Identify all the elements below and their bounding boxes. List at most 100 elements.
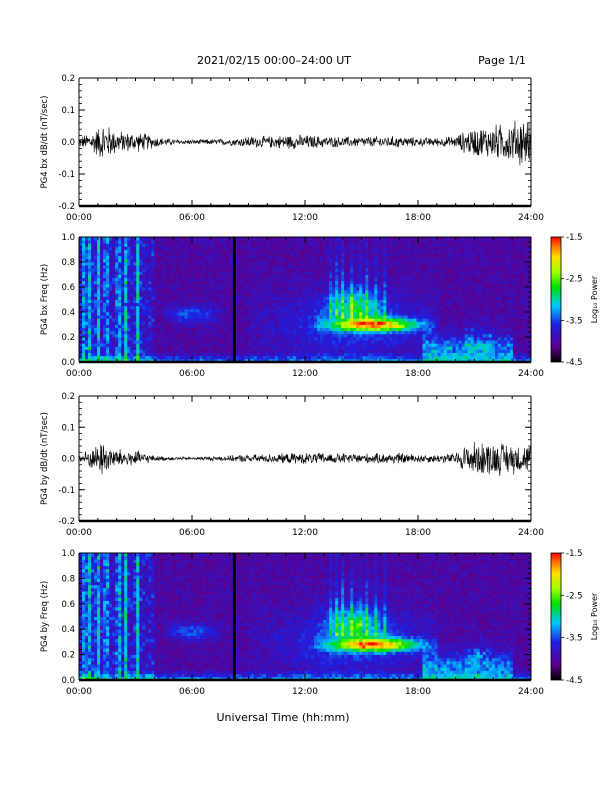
heatmap-cell [244, 346, 249, 350]
heatmap-cell [208, 265, 212, 269]
heatmap-cell [347, 274, 351, 279]
heatmap-cell [277, 268, 282, 272]
heatmap-cell [311, 283, 315, 288]
heatmap-cell [308, 293, 312, 297]
heatmap-cell [317, 318, 321, 322]
heatmap-cell [301, 337, 306, 341]
heatmap-cell [338, 327, 342, 332]
heatmap-cell [109, 249, 113, 254]
heatmap-cell [407, 287, 411, 291]
heatmap-cell [311, 324, 315, 329]
heatmap-cell [437, 312, 441, 316]
heatmap-cell [91, 287, 95, 291]
heatmap-cell [338, 237, 342, 241]
heatmap-cell [163, 324, 167, 329]
heatmap-cell [274, 296, 279, 300]
heatmap-cell [383, 346, 387, 350]
heatmap-cell [425, 249, 429, 254]
heatmap-cell [199, 333, 203, 338]
heatmap-cell [235, 318, 240, 322]
heatmap-cell [359, 312, 363, 316]
heatmap-cell [347, 258, 351, 263]
heatmap-cell [157, 249, 161, 254]
heatmap-cell [217, 249, 222, 254]
heatmap-cell [238, 318, 243, 322]
heatmap-cell [311, 243, 315, 247]
heatmap-cell [431, 305, 435, 310]
heatmap-cell [389, 333, 393, 338]
heatmap-cell [377, 243, 381, 247]
heatmap-cell [314, 324, 318, 329]
heatmap-cell [437, 296, 441, 300]
heatmap-cell [428, 274, 432, 279]
heatmap-cell [130, 352, 134, 357]
heatmap-cell [332, 333, 336, 338]
heatmap-cell [178, 262, 182, 266]
heatmap-cell [211, 330, 215, 335]
heatmap-cell [106, 324, 110, 329]
heatmap-cell [85, 305, 89, 310]
heatmap-cell [226, 327, 231, 332]
heatmap-cell [202, 318, 206, 322]
heatmap-cell [205, 296, 209, 300]
heatmap-cell [193, 296, 197, 300]
heatmap-cell [308, 337, 312, 341]
heatmap-cell [220, 255, 225, 260]
heatmap-cell [359, 343, 363, 347]
heatmap-cell [292, 271, 297, 275]
heatmap-cell [292, 249, 297, 254]
heatmap-cell [166, 312, 170, 316]
heatmap-cell [148, 321, 152, 325]
heatmap-cell [398, 290, 402, 294]
heatmap-cell [223, 262, 228, 266]
heatmap-cell [217, 333, 222, 338]
heatmap-cell [434, 333, 438, 338]
heatmap-cell [338, 312, 342, 316]
heatmap-cell [202, 312, 206, 316]
heatmap-cell [91, 312, 95, 316]
heatmap-cell [359, 265, 363, 269]
heatmap-cell [88, 333, 92, 338]
heatmap-cell [271, 315, 276, 319]
heatmap-cell [175, 305, 179, 310]
heatmap-cell [326, 265, 330, 269]
heatmap-cell [383, 290, 387, 294]
heatmap-cell [217, 283, 222, 288]
heatmap-cell [274, 305, 279, 310]
heatmap-cell [79, 246, 83, 250]
heatmap-cell [344, 240, 348, 244]
heatmap-cell [350, 249, 354, 254]
heatmap-cell [383, 340, 387, 344]
heatmap-cell [440, 355, 445, 360]
heatmap-cell [323, 305, 327, 310]
heatmap-cell [407, 262, 411, 266]
heatmap-cell [250, 280, 255, 285]
heatmap-cell [338, 355, 342, 360]
heatmap-cell [154, 262, 158, 266]
heatmap-cell [241, 324, 246, 329]
heatmap-cell [356, 352, 360, 357]
heatmap-cell [136, 315, 140, 319]
heatmap-cell [329, 349, 333, 354]
heatmap-cell [274, 237, 279, 241]
heatmap-cell [211, 293, 215, 297]
heatmap-cell [386, 252, 390, 257]
heatmap-cell [317, 262, 321, 266]
heatmap-cell [130, 346, 134, 350]
heatmap-cell [365, 258, 369, 263]
heatmap-cell [425, 287, 429, 291]
heatmap-cell [413, 258, 417, 263]
heatmap-cell [419, 249, 423, 254]
heatmap-cell [124, 318, 128, 322]
heatmap-cell [115, 262, 119, 266]
heatmap-cell [82, 243, 86, 247]
heatmap-cell [335, 246, 339, 250]
heatmap-cell [256, 355, 261, 360]
heatmap-cell [82, 346, 86, 350]
heatmap-cell [181, 255, 185, 260]
heatmap-cell [169, 333, 173, 338]
heatmap-cell [259, 302, 264, 307]
heatmap-cell [160, 299, 164, 304]
heatmap-cell [106, 337, 110, 341]
heatmap-cell [262, 293, 267, 297]
